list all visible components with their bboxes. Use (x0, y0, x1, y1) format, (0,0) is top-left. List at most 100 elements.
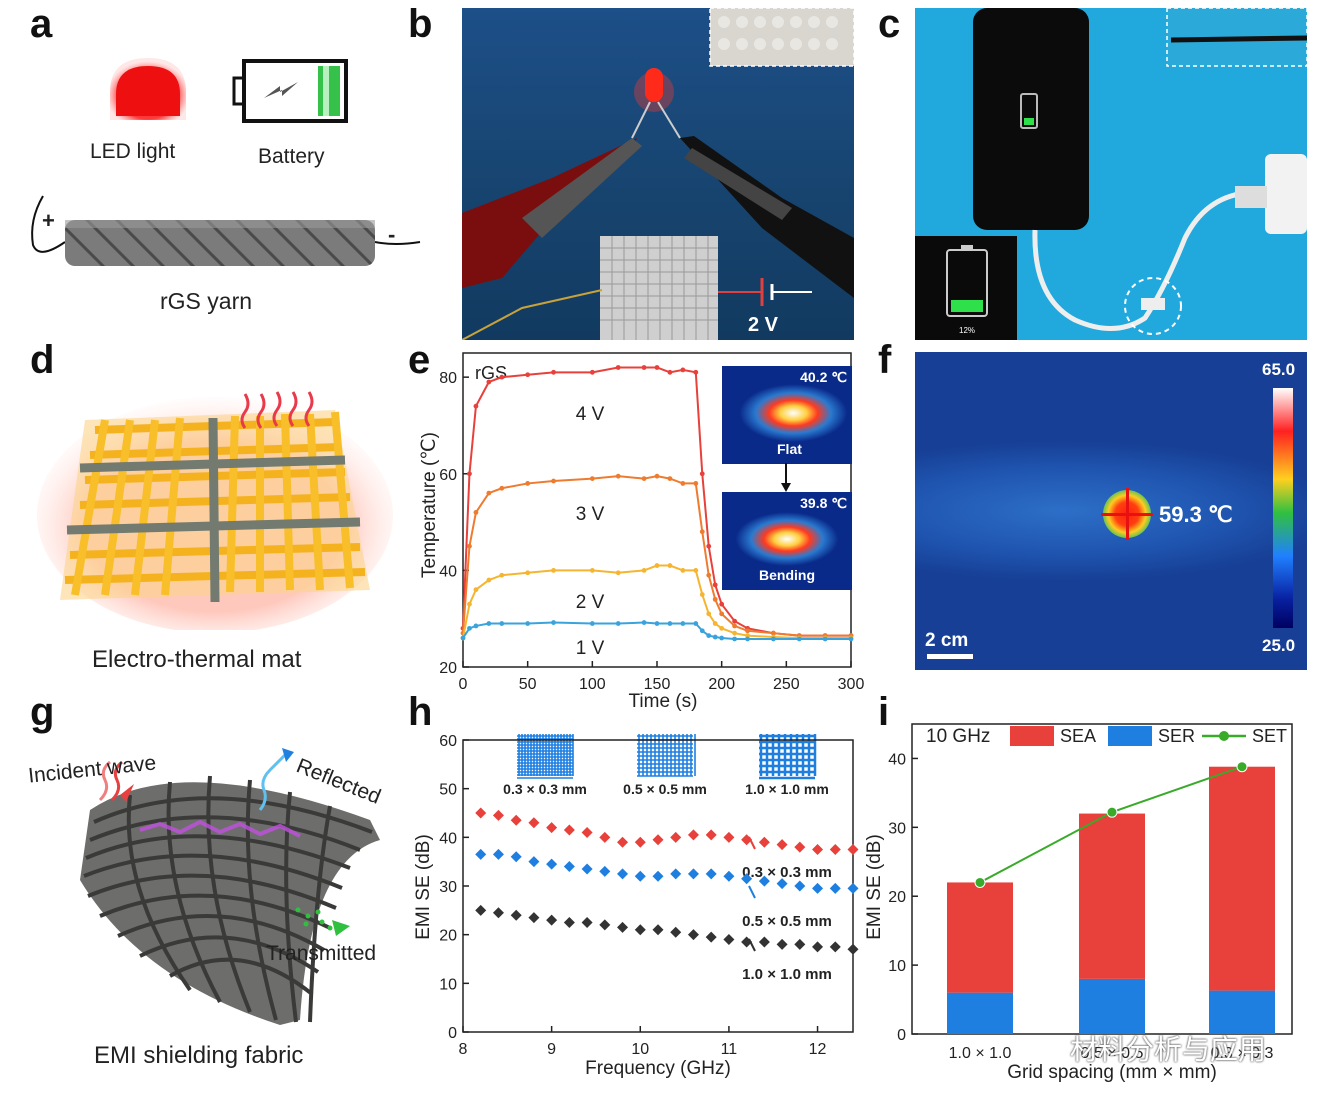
panel-label-d: d (30, 338, 55, 382)
data-point (745, 636, 750, 642)
y-tick-label: 20 (439, 660, 457, 677)
led-circuit-photo: 2 V (462, 8, 854, 340)
emi-caption: EMI shielding fabric (94, 1042, 304, 1069)
data-point (732, 618, 737, 624)
rgs-yarn-illustration (31, 195, 421, 266)
data-point (492, 848, 504, 860)
data-point (723, 870, 735, 882)
data-point (563, 861, 575, 873)
data-point (693, 369, 699, 375)
x-tick-label: 300 (838, 676, 865, 693)
data-point (706, 572, 712, 578)
bend-temp: 39.8 ℃ (800, 495, 847, 511)
chart-e-xlabel: Time (s) (629, 691, 698, 712)
series-label: 4 V (576, 404, 605, 425)
y-tick-label: 50 (439, 782, 457, 799)
grid-legend: 0.3 × 0.3 mm 0.5 × 0.5 mm 1.0 × 1.0 mm (503, 734, 829, 797)
transmitted-label: Transmitted (266, 942, 377, 965)
data-point (758, 836, 770, 848)
data-point (829, 941, 841, 953)
data-point (525, 570, 531, 576)
data-point (473, 623, 479, 629)
data-point (634, 870, 646, 882)
data-point (634, 836, 646, 848)
data-point (599, 831, 611, 843)
data-point (617, 868, 629, 880)
minus-sign: - (388, 222, 396, 247)
data-point (589, 567, 595, 573)
data-point (712, 634, 718, 640)
bar-ser (947, 992, 1013, 1034)
data-point (847, 882, 859, 894)
legend-label-ser: SER (1158, 726, 1195, 746)
data-point (551, 567, 556, 573)
legend-label-sea: SEA (1060, 726, 1096, 746)
data-point (528, 856, 540, 868)
data-point (652, 924, 664, 936)
set-point (1236, 761, 1248, 773)
x-tick-label: 10 (631, 1041, 649, 1058)
data-point (712, 621, 718, 626)
data-point (467, 543, 472, 549)
x-tick-label: 0.5 × 0.5 (1081, 1045, 1144, 1062)
data-point (776, 839, 788, 851)
data-point (641, 476, 647, 481)
x-tick-label: 50 (519, 676, 537, 693)
scalebar-label: 2 cm (925, 630, 969, 651)
y-tick-label: 80 (439, 370, 457, 387)
data-point (525, 372, 531, 378)
bar-ser (1079, 978, 1145, 1034)
battery-icon (232, 59, 348, 123)
scale-min: 25.0 (1262, 636, 1296, 655)
data-point (589, 621, 595, 626)
infrared-image: 59.3 ℃ 65.0 25.0 2 cm (915, 352, 1307, 670)
data-point (719, 611, 725, 617)
watermark: 材料分析与应用 (1070, 1033, 1267, 1066)
y-tick-label: 60 (439, 733, 457, 750)
data-point (758, 875, 770, 887)
x-tick-label: 250 (773, 676, 800, 693)
data-point (525, 621, 531, 626)
data-point (745, 628, 750, 634)
data-point (670, 926, 682, 938)
data-point (723, 831, 735, 843)
grid-legend-label: 0.3 × 0.3 mm (503, 781, 587, 797)
grid-legend-label: 0.5 × 0.5 mm (623, 781, 707, 797)
data-point (667, 621, 673, 626)
data-point (528, 912, 540, 924)
data-point (551, 369, 556, 375)
y-tick-label: 60 (439, 467, 457, 484)
data-point (796, 636, 802, 642)
data-point (510, 814, 522, 826)
x-tick-label: 8 (459, 1041, 468, 1058)
legend-swatch-sea (1010, 726, 1054, 746)
data-point (486, 577, 492, 583)
data-point (499, 374, 505, 380)
data-point (486, 621, 492, 626)
data-point (499, 572, 505, 578)
voltage-label: 2 V (748, 314, 779, 336)
arrow-down-icon (781, 463, 791, 492)
x-tick-label: 100 (579, 676, 606, 693)
data-point (546, 858, 558, 870)
bar-ser (1209, 990, 1275, 1034)
x-tick-label: 9 (547, 1041, 556, 1058)
data-point (617, 836, 629, 848)
mat-caption: Electro-thermal mat (92, 646, 302, 673)
data-point (693, 621, 699, 626)
panel-label-g: g (30, 690, 55, 734)
data-point (460, 635, 466, 641)
data-point (467, 601, 472, 607)
data-point (812, 844, 824, 855)
legend-label-set: SET (1252, 726, 1287, 746)
battery-label: Battery (258, 145, 325, 168)
chart-h-ylabel: EMI SE (dB) (413, 834, 434, 940)
data-point (812, 882, 824, 894)
data-point (634, 924, 646, 936)
data-point (680, 621, 686, 626)
data-point (719, 635, 725, 641)
panel-label-a: a (30, 2, 53, 46)
data-point (617, 921, 629, 933)
legend-swatch-ser (1108, 726, 1152, 746)
x-tick-label: 0.3 × 0.3 (1211, 1045, 1274, 1062)
